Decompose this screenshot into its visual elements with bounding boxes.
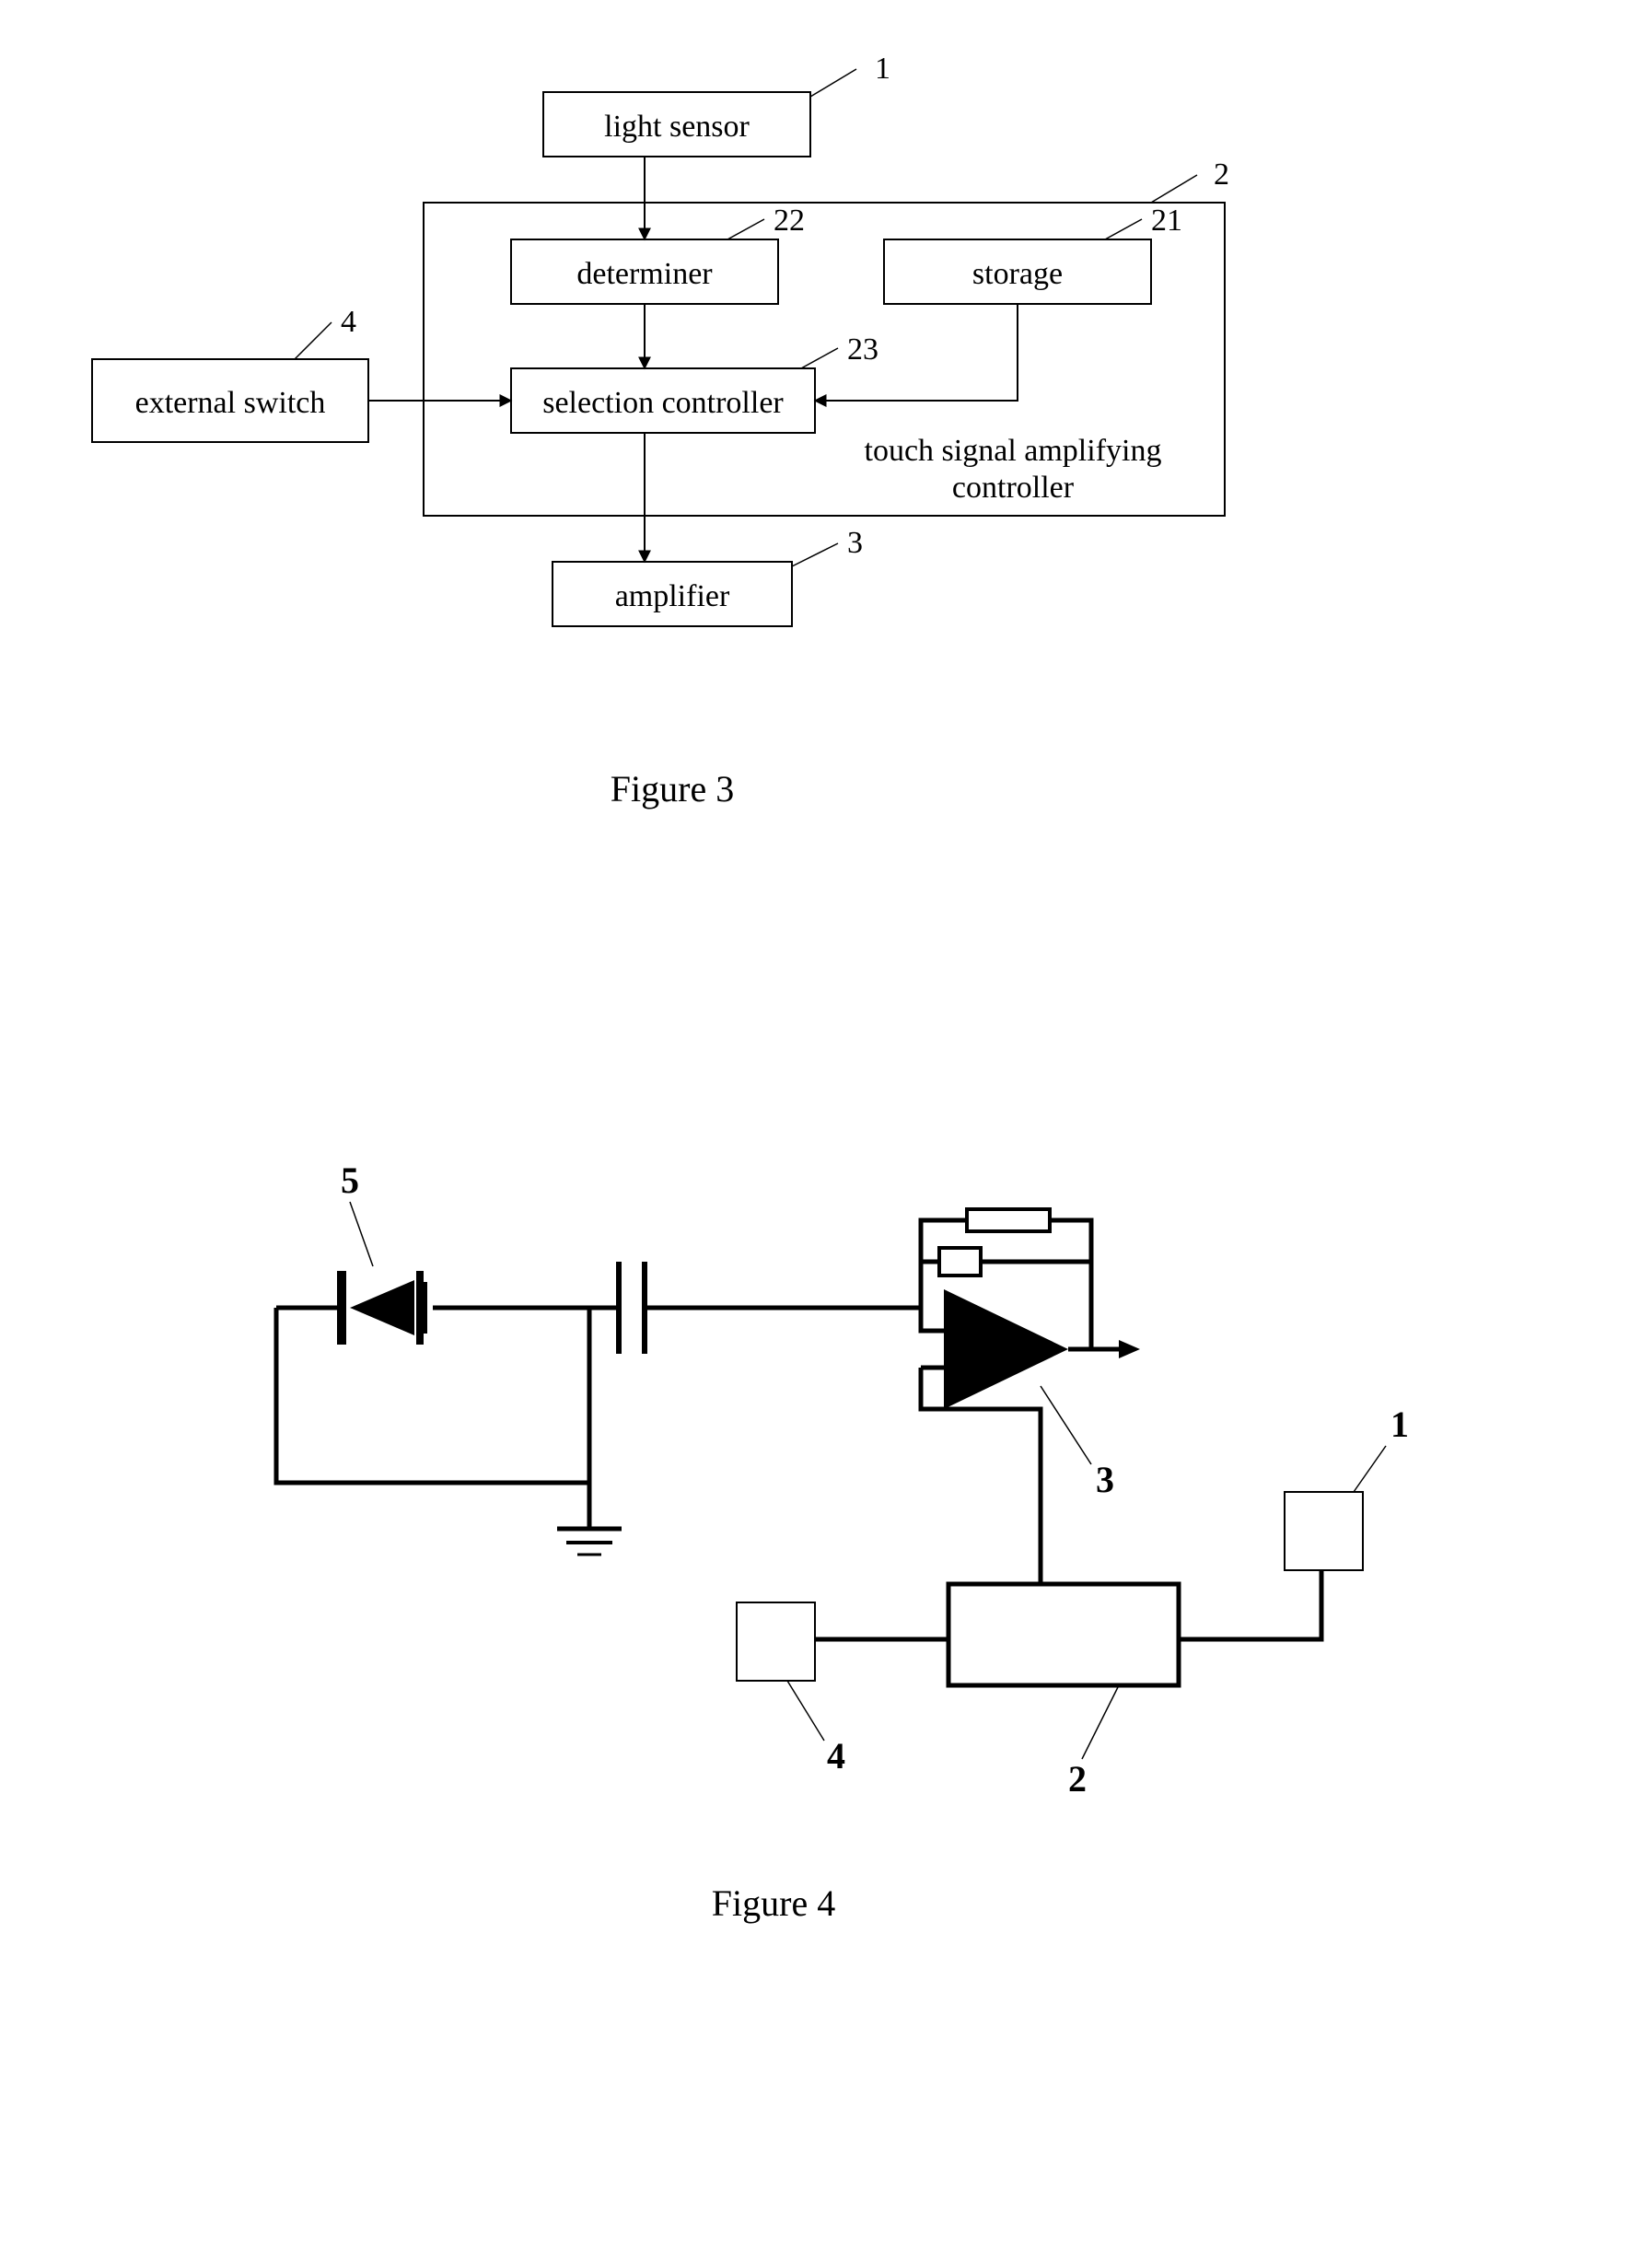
box-4 (737, 1602, 815, 1681)
storage-label: storage (972, 257, 1063, 291)
controller-label-line1: touch signal amplifying (865, 434, 1162, 468)
figure3-caption: Figure 3 (611, 768, 734, 810)
figure-4: 5 3 1 2 4 Figure 4 (276, 1159, 1409, 1924)
ref-b4: 4 (827, 1735, 845, 1777)
figure4-caption: Figure 4 (712, 1882, 835, 1924)
external-switch-label: external switch (135, 386, 326, 420)
controller-label-line2: controller (952, 471, 1075, 505)
leader-amp3 (1041, 1386, 1091, 1464)
ref-amp3: 3 (1096, 1459, 1114, 1500)
light-sensor-label: light sensor (604, 110, 750, 144)
leader-4 (295, 322, 332, 359)
diode-icon (337, 1271, 425, 1345)
determiner-label: determiner (576, 257, 713, 291)
leader-b1 (1354, 1446, 1386, 1492)
leader-3 (792, 543, 838, 566)
wire-cap-to-amp (646, 1308, 944, 1331)
ref-22: 22 (774, 204, 805, 238)
leader-b2 (1082, 1685, 1119, 1759)
box-1 (1285, 1492, 1363, 1570)
amplifier-label: amplifier (615, 579, 730, 613)
box-2 (948, 1584, 1179, 1685)
ref-3: 3 (847, 526, 863, 560)
opamp-icon (921, 1289, 1140, 1409)
ref-23: 23 (847, 332, 878, 367)
capacitor-icon (619, 1262, 645, 1354)
leader-b4 (787, 1681, 824, 1741)
ref-4: 4 (341, 305, 356, 339)
figure-3: light sensor determiner storage selectio… (92, 52, 1229, 810)
leader-1 (810, 69, 856, 97)
selection-controller-label: selection controller (542, 386, 784, 420)
ref-2: 2 (1214, 157, 1229, 192)
wire-amp-to-box2 (921, 1368, 1041, 1584)
ref-21: 21 (1151, 204, 1182, 238)
ref-b1: 1 (1390, 1404, 1409, 1445)
wire-box2-to-box1 (1179, 1570, 1321, 1639)
leader-2 (1151, 175, 1197, 203)
ground-icon (557, 1529, 622, 1555)
wire-left-loop (276, 1308, 589, 1483)
leader-5 (350, 1202, 373, 1266)
ref-b2: 2 (1068, 1758, 1087, 1800)
ref-5: 5 (341, 1159, 359, 1201)
ref-1: 1 (875, 52, 890, 86)
